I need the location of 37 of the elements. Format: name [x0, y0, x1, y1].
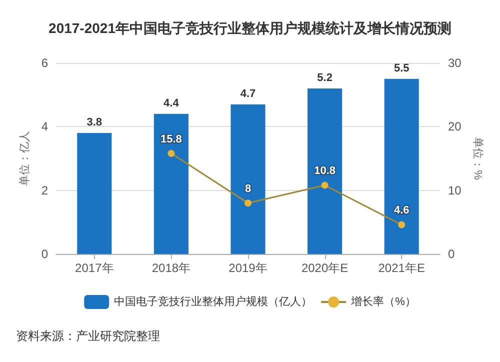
bar: [77, 133, 112, 254]
data-label: 5.2: [317, 72, 332, 84]
x-tick-label: 2018年: [152, 261, 191, 275]
x-tick-label: 2020年E: [301, 261, 348, 275]
bar: [384, 78, 419, 254]
y-axis-title: 单位：亿人: [18, 131, 31, 186]
data-label: 5.5: [394, 62, 410, 74]
x-tick-label: 2019年: [228, 261, 268, 275]
y2-tick-label: 0: [448, 247, 455, 261]
bar: [154, 114, 188, 254]
data-label: 3.8: [86, 116, 102, 129]
y-tick-label: 6: [41, 56, 48, 70]
data-label: 4.7: [240, 88, 256, 100]
y2-axis-title: 单位：%: [472, 137, 485, 180]
x-tick-label: 2017年: [75, 261, 114, 275]
data-label: 4.4: [164, 97, 180, 110]
data-label: 10.8: [314, 165, 336, 178]
y2-tick-label: 20: [448, 120, 462, 134]
chart-title: 2017-2021年中国电子竞技行业整体用户规模统计及增长情况预测: [48, 20, 452, 36]
data-label: 4.6: [394, 204, 410, 217]
legend-label: 增长率（%）: [350, 295, 416, 308]
y-tick-label: 2: [41, 183, 48, 198]
point: [168, 150, 175, 157]
y-tick-label: 4: [41, 120, 48, 134]
legend-label: 中国电子竞技行业整体用户规模（亿人）: [114, 295, 312, 308]
point: [244, 200, 252, 207]
y2-tick-label: 30: [448, 56, 462, 70]
text: 资料来源：产业研究院整理: [16, 329, 160, 343]
y2-tick-label: 10: [448, 183, 462, 198]
y-tick-label: 0: [41, 247, 48, 261]
point: [321, 182, 328, 189]
data-label: 15.8: [160, 133, 182, 146]
bar: [308, 88, 342, 254]
x-tick-label: 2021年E: [378, 261, 425, 275]
bar: [230, 104, 266, 254]
point: [398, 221, 406, 228]
data-label: 8: [244, 183, 252, 196]
